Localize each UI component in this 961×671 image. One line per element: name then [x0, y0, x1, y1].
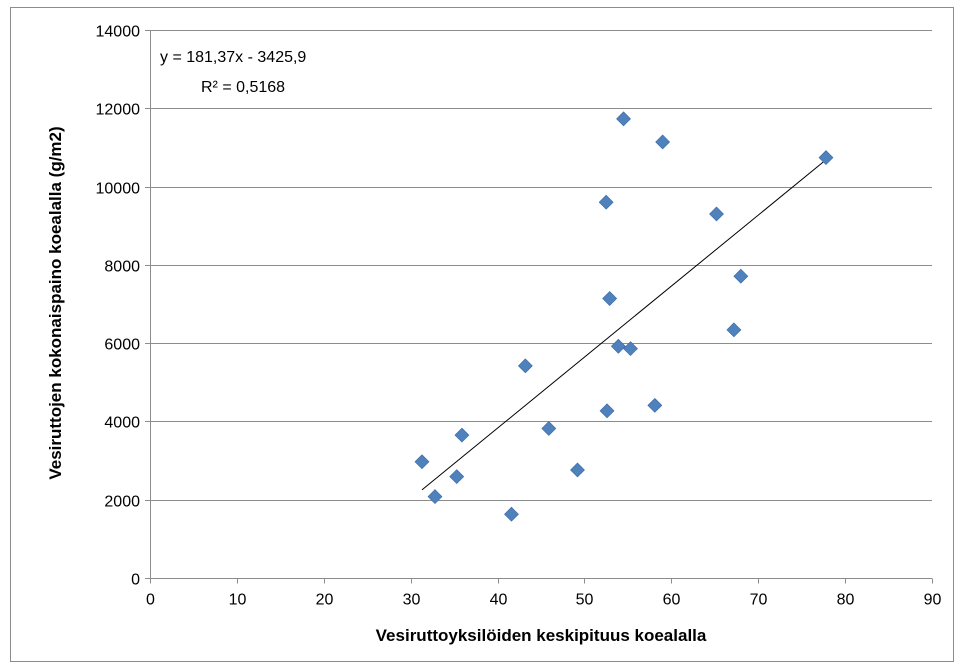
data-point — [616, 111, 631, 127]
data-points — [414, 111, 834, 522]
data-point — [414, 454, 430, 470]
x-tick-label: 70 — [750, 592, 768, 609]
data-point — [541, 421, 557, 436]
data-point — [427, 489, 443, 505]
data-point — [602, 291, 618, 306]
y-tick-label: 12000 — [96, 102, 141, 119]
data-point — [733, 268, 749, 284]
data-point — [709, 206, 724, 222]
gridlines — [150, 30, 932, 501]
x-tick-label: 50 — [576, 592, 594, 609]
trendline-equation: y = 181,37x - 3425,9 — [160, 49, 306, 66]
y-tick-label: 2000 — [104, 494, 140, 511]
x-tick-label: 60 — [663, 592, 681, 609]
chart-border — [10, 7, 954, 662]
trendline-group — [421, 159, 827, 491]
r-squared-label: R² = 0,5168 — [201, 79, 285, 96]
y-tick-label: 14000 — [96, 24, 141, 41]
trendline — [421, 159, 827, 491]
x-axis-title: Vesiruttoyksilöiden keskipituus koealall… — [376, 626, 707, 645]
y-axis-title: Vesiruttojen kokonaispaino koealalla (g/… — [46, 126, 65, 479]
y-tick-label: 4000 — [104, 415, 140, 432]
y-tick-label: 6000 — [104, 337, 140, 354]
x-tick-label: 80 — [837, 592, 855, 609]
axes — [145, 30, 933, 584]
x-tick-label: 90 — [924, 592, 942, 609]
data-point — [449, 469, 465, 485]
data-point — [647, 397, 663, 413]
data-point — [599, 403, 615, 419]
data-point — [570, 462, 585, 478]
y-tick-label: 10000 — [96, 181, 141, 198]
data-point — [598, 194, 614, 210]
x-tick-label: 40 — [490, 592, 508, 609]
data-point — [517, 358, 533, 374]
data-point — [504, 506, 519, 522]
data-point — [454, 427, 470, 443]
y-tick-label: 0 — [131, 572, 140, 589]
data-point — [610, 338, 626, 354]
data-point — [726, 322, 742, 338]
data-point — [623, 341, 638, 357]
x-tick-label: 0 — [146, 592, 155, 609]
data-point — [818, 150, 834, 166]
tick-labels: 0 2000 4000 6000 8000 10000 12000 14000 0 10 20 30 4… — [96, 24, 942, 609]
x-tick-label: 10 — [229, 592, 247, 609]
x-tick-label: 30 — [403, 592, 421, 609]
data-point — [655, 134, 671, 150]
x-tick-label: 20 — [316, 592, 334, 609]
y-tick-label: 8000 — [104, 259, 140, 276]
